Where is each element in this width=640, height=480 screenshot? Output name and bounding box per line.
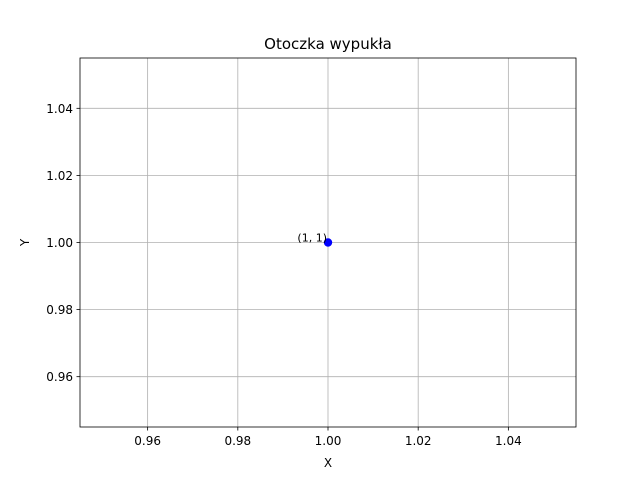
gridlines	[80, 58, 576, 427]
x-axis-title: X	[324, 456, 332, 470]
x-tick-label: 1.00	[315, 434, 342, 448]
plot-area-frame	[79, 57, 577, 428]
x-tick-label: 0.96	[134, 434, 161, 448]
ticks	[76, 107, 509, 431]
data-points: (1, 1)	[297, 232, 333, 247]
tick-labels: 0.96 0.98 1.00 1.02 1.04 0.96 0.98 1.00 1.02 1.04	[46, 102, 521, 448]
x-tick-label: 1.04	[495, 434, 522, 448]
x-tick-label: 0.98	[224, 434, 251, 448]
y-tick-label: 1.04	[46, 102, 73, 116]
y-tick-label: 0.96	[46, 370, 73, 384]
y-axis-title: Y	[18, 238, 32, 247]
y-tick-label: 1.02	[46, 169, 73, 183]
chart-title: Otoczka wypukła	[264, 35, 392, 53]
point-label: (1, 1)	[297, 232, 327, 245]
scatter-point	[323, 238, 333, 247]
y-tick-label: 1.00	[46, 236, 73, 250]
y-tick-label: 0.98	[46, 303, 73, 317]
x-tick-label: 1.02	[405, 434, 432, 448]
